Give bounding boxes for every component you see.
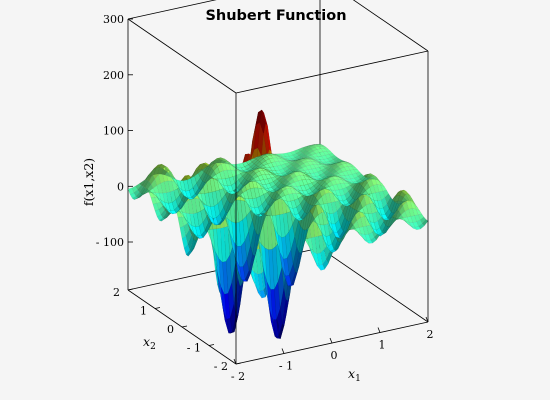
x2-axis-label: x2 bbox=[143, 334, 156, 352]
box-edge-top-back bbox=[127, 0, 217, 20]
z-axis-label: f(x1,x2) bbox=[81, 158, 96, 206]
z-tick-label: - 100 bbox=[96, 236, 124, 249]
x2-tick-mark bbox=[181, 325, 188, 328]
x1-tick-mark bbox=[377, 327, 381, 333]
x1-axis-label-base: x bbox=[348, 366, 355, 381]
surface-patch bbox=[301, 146, 308, 149]
surface-patch bbox=[305, 145, 312, 147]
x2-axis-label-base: x bbox=[143, 334, 150, 349]
x2-tick-label: - 1 bbox=[187, 342, 201, 355]
surface-plot bbox=[127, 109, 429, 339]
x2-tick-mark bbox=[154, 307, 161, 309]
box-edge-top-front bbox=[235, 50, 429, 94]
z-tick-label: 200 bbox=[103, 69, 124, 82]
x1-axis-label: x1 bbox=[348, 366, 361, 384]
x1-axis-label-sub: 1 bbox=[355, 374, 361, 384]
z-tick-label: 300 bbox=[103, 13, 124, 26]
x2-tick-mark bbox=[235, 362, 242, 365]
box-edge-bottom-right-back bbox=[319, 247, 429, 323]
x1-tick-label: - 2 bbox=[231, 370, 245, 383]
x2-tick-mark bbox=[208, 344, 215, 346]
surface-patch bbox=[312, 144, 319, 145]
x1-tick-mark bbox=[281, 348, 285, 354]
box-edge-top-right bbox=[352, 0, 429, 52]
x1-tick-mark bbox=[329, 337, 333, 344]
x2-axis-label-sub: 2 bbox=[150, 342, 156, 352]
x2-tick-mark bbox=[127, 288, 134, 291]
z-tick-label: 0 bbox=[117, 180, 124, 193]
x2-tick-label: 2 bbox=[113, 286, 120, 299]
z-tick-label: 100 bbox=[103, 125, 124, 138]
x1-tick-label: 2 bbox=[427, 328, 434, 341]
chart-title: Shubert Function bbox=[205, 8, 346, 24]
x1-tick-label: 0 bbox=[331, 349, 338, 362]
surface-patch bbox=[279, 153, 286, 157]
x2-tick-label: 0 bbox=[167, 323, 174, 336]
surface-patch bbox=[308, 144, 315, 146]
x1-tick-label: - 1 bbox=[279, 360, 293, 373]
surface-patch bbox=[297, 147, 304, 152]
x2-tick-label: - 2 bbox=[214, 360, 228, 373]
surface-patch bbox=[282, 152, 290, 157]
x2-tick-label: 1 bbox=[140, 305, 147, 318]
box-edge-top-left bbox=[127, 18, 237, 94]
x1-tick-label: 1 bbox=[379, 339, 386, 352]
